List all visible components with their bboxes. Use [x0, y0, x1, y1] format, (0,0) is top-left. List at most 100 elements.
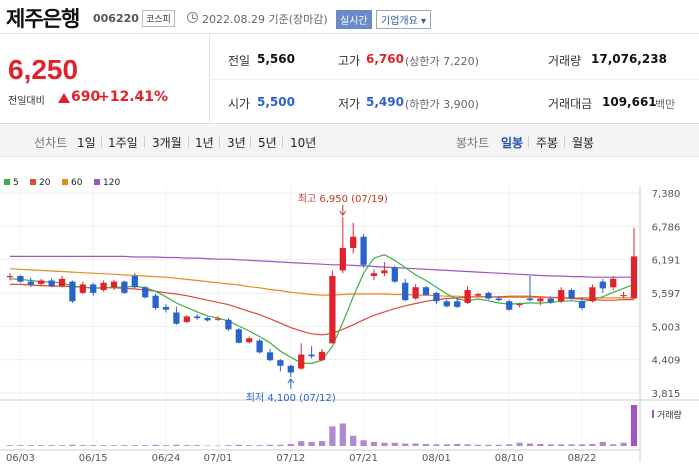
volume-bar	[318, 441, 326, 446]
trade-value-unit: 백만	[655, 98, 676, 111]
candlestick-chart[interactable]: 7,380 6,786 6,191 5,597 5,003 4,409 3,815 06/03…	[0, 186, 699, 470]
stock-name: 제주은행	[6, 7, 80, 31]
low-label: 저가	[338, 97, 361, 111]
period-10y[interactable]: 10년	[290, 136, 317, 150]
company-overview-button[interactable]: 기업개요 ▾	[376, 10, 432, 29]
candle-body	[100, 282, 107, 291]
candle-body	[339, 247, 346, 271]
x-tick-label: 08/10	[495, 453, 524, 464]
volume-bar	[620, 442, 627, 446]
ma120-line	[10, 255, 634, 278]
stock-header: 제주은행 006220 코스피 2022.08.29 기준(장마감) 실시간 기…	[0, 0, 699, 34]
volume-bar	[194, 445, 201, 446]
volume-bar	[558, 444, 565, 446]
separator	[564, 136, 565, 147]
candle-body	[402, 282, 409, 301]
candle-body	[142, 287, 149, 298]
chart-grid	[0, 186, 640, 450]
candle-body	[246, 338, 253, 343]
y-tick-label: 5,597	[652, 289, 681, 300]
volume-bar	[454, 443, 461, 446]
volume-bar	[526, 443, 534, 446]
period-5y[interactable]: 5년	[258, 136, 277, 150]
trade-value: 109,661	[602, 95, 657, 109]
candle-body	[599, 281, 606, 289]
period-3y[interactable]: 3년	[227, 136, 246, 150]
volume-bar	[610, 444, 617, 446]
volume-bar	[256, 445, 263, 446]
volume-bar	[495, 444, 502, 446]
candle-body	[506, 301, 513, 310]
change-percent: +12.41%	[98, 89, 169, 105]
candle-body	[630, 256, 638, 299]
period-weekly[interactable]: 주봉	[536, 136, 559, 150]
volume-bar	[246, 445, 253, 446]
x-tick-label: 07/01	[204, 453, 233, 464]
low-annotation: 최저 4,100 (07/12)	[246, 392, 336, 404]
volume-bar	[277, 444, 284, 446]
legend-swatch	[62, 179, 68, 185]
volume-value: 17,076,238	[591, 52, 667, 66]
legend-swatch	[94, 179, 100, 185]
candle-body	[412, 287, 419, 299]
volume-bar	[100, 445, 107, 446]
separator	[101, 136, 102, 147]
candle-chart-label: 봉차트	[456, 136, 490, 150]
open-value: 5,500	[257, 95, 295, 109]
volume-bar	[474, 444, 482, 446]
candle-body	[235, 329, 242, 343]
legend-ma60: 60	[62, 178, 82, 188]
candle-body	[131, 276, 138, 288]
high-value: 6,760	[366, 52, 404, 66]
x-tick-label: 07/21	[349, 453, 378, 464]
volume-bar	[79, 445, 86, 446]
axes: 7,380 6,786 6,191 5,597 5,003 4,409 3,815 06/03…	[0, 186, 699, 464]
x-tick-label: 06/15	[79, 453, 108, 464]
volume-bar	[69, 444, 76, 446]
volume-bar	[412, 443, 419, 446]
candle-body	[495, 298, 502, 301]
candle-body	[547, 298, 554, 303]
candle-body	[610, 278, 617, 288]
candles	[6, 217, 638, 378]
volume-bar	[214, 445, 222, 447]
ma20-line	[10, 283, 634, 336]
period-1w[interactable]: 1주일	[108, 136, 138, 150]
volume-bar	[298, 441, 305, 446]
current-price: 6,250	[8, 54, 79, 85]
change-value: 690	[71, 89, 101, 105]
candle-body	[256, 340, 263, 353]
candle-body	[360, 236, 367, 265]
candle-body	[110, 281, 118, 288]
volume-bar	[516, 442, 523, 446]
separator	[528, 136, 529, 147]
volume-bar	[537, 443, 544, 446]
chevron-down-icon: ▾	[421, 16, 427, 27]
candle-body	[620, 295, 627, 297]
candle-body	[308, 354, 315, 357]
market-badge: 코스피	[142, 10, 175, 27]
volume-bar	[6, 445, 14, 446]
candle-body	[329, 276, 336, 344]
candle-body	[90, 284, 97, 293]
candle-body	[58, 278, 66, 287]
period-1d[interactable]: 1일	[77, 136, 96, 150]
volume-bar	[422, 443, 430, 446]
volume-bar	[402, 443, 409, 446]
low-value: 5,490	[366, 95, 404, 109]
realtime-button[interactable]: 실시간	[336, 10, 372, 29]
volume-bar	[152, 444, 159, 446]
prev-close-value: 5,560	[257, 52, 295, 66]
volume-bar	[183, 445, 190, 446]
trade-value-label: 거래대금	[548, 97, 593, 111]
candle-body	[38, 280, 45, 284]
volume-bar	[131, 445, 138, 446]
candle-body	[422, 287, 430, 296]
period-monthly[interactable]: 월봉	[572, 136, 595, 150]
x-tick-label: 08/22	[568, 453, 597, 464]
lower-limit: (하한가 3,900)	[405, 98, 479, 111]
period-daily[interactable]: 일봉	[501, 136, 524, 150]
period-1y[interactable]: 1년	[195, 136, 214, 150]
period-3m[interactable]: 3개월	[152, 136, 182, 150]
volume-bar	[568, 444, 575, 446]
